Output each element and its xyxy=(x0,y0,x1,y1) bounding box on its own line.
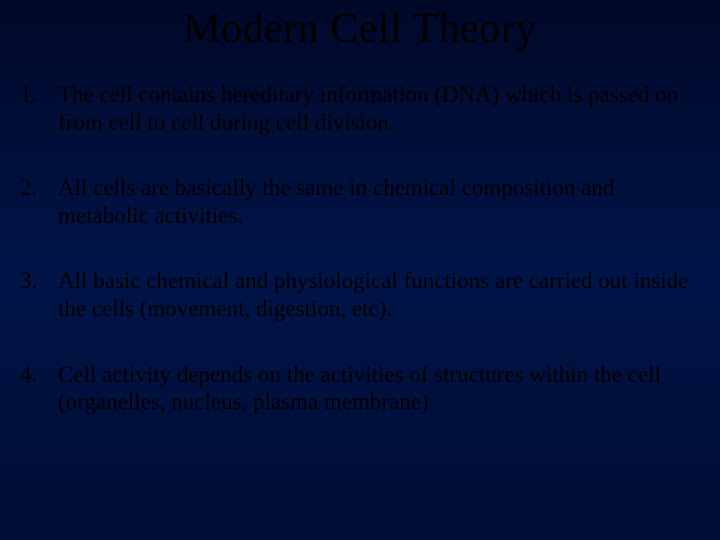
slide-title: Modern Cell Theory xyxy=(18,5,702,53)
list-item: The cell contains hereditary information… xyxy=(18,81,702,136)
list-item: All basic chemical and physiological fun… xyxy=(18,267,702,322)
list-item: Cell activity depends on the activities … xyxy=(18,361,702,416)
slide-container: Modern Cell Theory The cell contains her… xyxy=(0,0,720,540)
list-item: All cells are basically the same in chem… xyxy=(18,174,702,229)
numbered-list: The cell contains hereditary information… xyxy=(18,81,702,416)
